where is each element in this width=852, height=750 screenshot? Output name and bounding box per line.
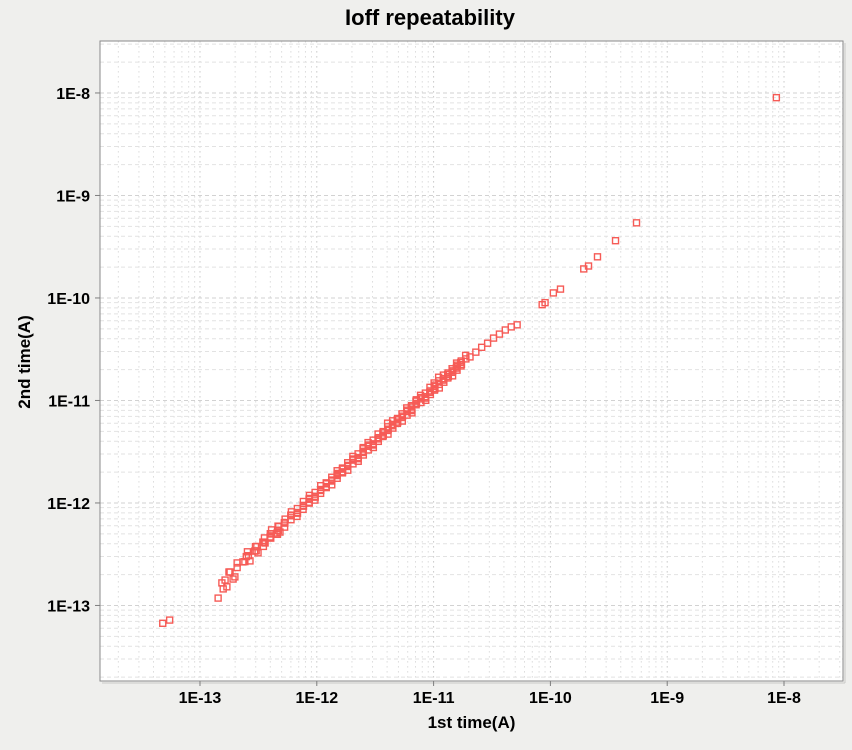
y-tick-label: 1E-11 xyxy=(48,393,90,410)
data-point-marker xyxy=(354,455,362,463)
data-point-marker xyxy=(513,321,521,329)
data-point-marker xyxy=(252,547,260,555)
y-axis-title: 2nd time(A) xyxy=(15,315,34,409)
data-point-marker xyxy=(260,538,268,546)
y-tick-label: 1E-13 xyxy=(47,598,90,615)
data-point-marker xyxy=(556,285,565,293)
data-point-marker xyxy=(233,563,241,572)
x-tick-label: 1E-13 xyxy=(179,690,222,707)
data-point-marker xyxy=(226,568,234,576)
y-tick-label: 1E-10 xyxy=(47,291,90,308)
data-point-marker xyxy=(159,619,167,627)
data-point-marker xyxy=(584,262,593,270)
data-point-marker xyxy=(344,466,352,474)
data-point-marker xyxy=(593,253,602,261)
data-point-marker xyxy=(495,330,504,338)
axis-ticks: 1E-13 1E-12 1E-11 1E-10 1E-9 1E-8 1E-8 1E-9 1E-1… xyxy=(47,86,801,707)
data-point-marker xyxy=(231,573,239,581)
data-point-marker xyxy=(259,542,268,551)
data-point-marker xyxy=(244,551,253,560)
x-tick-label: 1E-8 xyxy=(767,690,801,707)
gridlines xyxy=(100,41,843,681)
x-axis-title: 1st time(A) xyxy=(427,713,516,732)
data-point-marker xyxy=(611,236,620,245)
y-tick-label: 1E-9 xyxy=(56,188,90,205)
data-point-marker xyxy=(477,343,486,352)
data-point-marker xyxy=(772,93,781,102)
x-tick-label: 1E-9 xyxy=(650,690,684,707)
data-point-marker xyxy=(489,334,498,342)
data-point-marker xyxy=(483,339,492,347)
chart-title: Ioff repeatability xyxy=(345,5,515,30)
data-point-marker xyxy=(311,493,319,501)
x-tick-label: 1E-11 xyxy=(413,690,455,707)
data-point-marker xyxy=(461,351,470,360)
y-tick-label: 1E-8 xyxy=(56,86,90,103)
data-point-marker xyxy=(328,481,336,489)
x-tick-label: 1E-10 xyxy=(529,690,572,707)
data-point-marker xyxy=(267,534,275,542)
data-point-marker xyxy=(223,583,231,591)
data-point-marker xyxy=(632,219,641,227)
data-point-marker xyxy=(472,348,480,356)
data-point-marker xyxy=(466,353,474,361)
plot-background xyxy=(100,41,843,681)
data-point-marker xyxy=(421,389,430,397)
data-point-marker xyxy=(430,379,438,387)
y-tick-label: 1E-12 xyxy=(47,496,90,513)
data-point-marker xyxy=(549,289,558,297)
data-point-marker xyxy=(242,552,250,561)
data-point-marker xyxy=(214,594,222,602)
data-point-marker xyxy=(229,575,237,583)
x-tick-label: 1E-12 xyxy=(295,690,338,707)
data-point-marker xyxy=(246,557,254,565)
data-point-marker xyxy=(165,616,174,624)
data-point-marker xyxy=(541,298,549,307)
scatter-points xyxy=(159,93,781,627)
plot-frame-border xyxy=(99,40,844,682)
data-point-marker xyxy=(243,548,252,556)
data-point-marker xyxy=(280,523,289,531)
data-point-marker xyxy=(293,509,302,517)
data-point-marker xyxy=(219,585,227,593)
data-point-marker xyxy=(221,576,229,584)
